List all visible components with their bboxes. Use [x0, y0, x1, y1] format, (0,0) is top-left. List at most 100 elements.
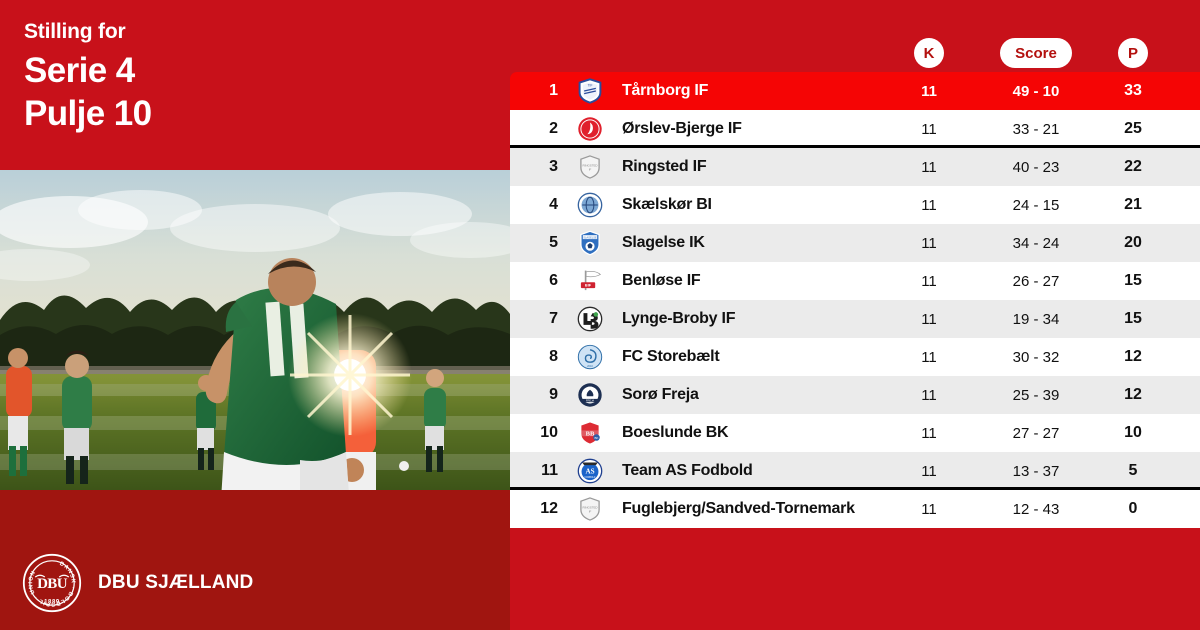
cell-score: 34 - 24	[1012, 234, 1060, 252]
cell-score: 24 - 15	[1012, 196, 1060, 214]
crest-boeslunde-bk-icon	[568, 420, 612, 446]
cell-points: 21	[1124, 196, 1142, 213]
cell-score: 25 - 39	[1012, 386, 1060, 404]
cell-matches: 11	[921, 386, 937, 404]
cell-team-name: Team AS Fodbold	[622, 462, 753, 479]
cell-team-name: Ørslev-Bjerge IF	[622, 120, 742, 137]
svg-text:DBU: DBU	[37, 576, 68, 592]
cell-points: 0	[1128, 500, 1138, 517]
cell-team-name: Ringsted IF	[622, 158, 707, 175]
cell-matches: 11	[921, 272, 937, 290]
crest-ringsted-if-icon	[568, 154, 612, 180]
crest-team-as-fodbold-icon	[568, 458, 612, 484]
cell-score: 13 - 37	[1012, 462, 1060, 480]
cell-score: 33 - 21	[1012, 120, 1060, 138]
table-row[interactable]: 2 Ørslev-Bjerge IF 11 33 - 21 25	[510, 110, 1200, 148]
cell-rank: 10	[540, 424, 558, 441]
table-row[interactable]: 8 FC Storebælt 11 30 - 32 12	[510, 338, 1200, 376]
cell-points: 10	[1124, 424, 1142, 441]
cell-team-name: Tårnborg IF	[622, 82, 709, 99]
cell-rank: 7	[549, 310, 558, 327]
cell-team-name: FC Storebælt	[622, 348, 720, 365]
cell-score: 27 - 27	[1012, 424, 1060, 442]
cell-rank: 4	[549, 196, 558, 213]
table-row[interactable]: 4 Skælskør BI 11 24 - 15 21	[510, 186, 1200, 224]
cell-matches: 11	[921, 310, 937, 328]
crest-skaelskor-bi-icon	[568, 192, 612, 218]
cell-score: 30 - 32	[1012, 348, 1060, 366]
crest-slagelse-ik-icon	[568, 230, 612, 256]
cell-points: 20	[1124, 234, 1142, 251]
cell-matches: 11	[921, 424, 937, 442]
page-title-pool: Pulje 10	[24, 93, 152, 133]
cell-matches: 11	[921, 348, 937, 366]
football-match-illustration	[0, 170, 510, 490]
cell-team-name: Boeslunde BK	[622, 424, 729, 441]
crest-taarnborg-if-icon	[568, 78, 612, 104]
cell-team-name: Slagelse IK	[622, 234, 705, 251]
table-row[interactable]: 7 Lynge-Broby IF 11 19 - 34 15	[510, 300, 1200, 338]
cell-points: 25	[1124, 120, 1142, 137]
cell-points: 12	[1124, 348, 1142, 365]
standings-table: K Score P 1 Tårnborg IF 11 49 - 10 33 2 Ørslev…	[510, 0, 1200, 630]
table-row[interactable]: 12 Fuglebjerg/Sandved-Tornemark 11 12 - 43 0	[510, 490, 1200, 528]
cell-team-name: Benløse IF	[622, 272, 701, 289]
crest-fuglebjerg-sandved-tornemark-icon	[568, 496, 612, 522]
cell-points: 33	[1124, 82, 1142, 99]
table-body: 1 Tårnborg IF 11 49 - 10 33 2 Ørslev-Bjerge IF…	[510, 72, 1200, 528]
hero-photo	[0, 170, 510, 490]
table-row[interactable]: 3 Ringsted IF 11 40 - 23 22	[510, 148, 1200, 186]
cell-score: 40 - 23	[1012, 158, 1060, 176]
cell-rank: 1	[549, 82, 558, 99]
brand-name: DBU SJÆLLAND	[98, 572, 254, 593]
crest-orslev-bjerge-if-icon	[568, 116, 612, 142]
column-header-points[interactable]: P	[1118, 38, 1148, 68]
cell-points: 12	[1124, 386, 1142, 403]
column-header-score[interactable]: Score	[1000, 38, 1072, 68]
cell-points: 15	[1124, 310, 1142, 327]
page-kicker: Stilling for	[24, 20, 126, 43]
cell-rank: 5	[549, 234, 558, 251]
crest-lynge-broby-if-icon	[568, 306, 612, 332]
cell-rank: 3	[549, 158, 558, 175]
footer-band	[0, 490, 510, 630]
headline-block: Stilling for Serie 4 Pulje 10	[24, 20, 484, 136]
cell-score: 12 - 43	[1012, 500, 1060, 518]
cell-matches: 11	[921, 82, 937, 100]
cell-team-name: Fuglebjerg/Sandved-Tornemark	[622, 500, 855, 517]
table-header: K Score P	[510, 0, 1200, 72]
table-row[interactable]: 10 Boeslunde BK 11 27 - 27 10	[510, 414, 1200, 452]
cell-points: 15	[1124, 272, 1142, 289]
cell-rank: 9	[549, 386, 558, 403]
cell-rank: 6	[549, 272, 558, 289]
cell-matches: 11	[921, 196, 937, 214]
cell-matches: 11	[921, 462, 937, 480]
svg-text:1889: 1889	[44, 599, 60, 605]
cell-rank: 8	[549, 348, 558, 365]
crest-benlose-if-icon	[568, 268, 612, 294]
cell-matches: 11	[921, 120, 937, 138]
table-row[interactable]: 11 Team AS Fodbold 11 13 - 37 5	[510, 452, 1200, 490]
cell-matches: 11	[921, 158, 937, 176]
cell-score: 19 - 34	[1012, 310, 1060, 328]
cell-team-name: Sorø Freja	[622, 386, 699, 403]
cell-team-name: Lynge-Broby IF	[622, 310, 736, 327]
cell-rank: 2	[549, 120, 558, 137]
footer-brand: DANSK · BOLDSPIL · UNION DBU 1889 DBU SJ…	[22, 553, 253, 613]
table-row[interactable]: 1 Tårnborg IF 11 49 - 10 33	[510, 72, 1200, 110]
cell-rank: 12	[540, 500, 558, 517]
column-header-matches[interactable]: K	[914, 38, 944, 68]
crest-fc-storebaelt-icon	[568, 344, 612, 370]
table-row[interactable]: 5 Slagelse IK 11 34 - 24 20	[510, 224, 1200, 262]
cell-rank: 11	[541, 462, 558, 479]
page-title-league: Serie 4	[24, 51, 135, 91]
cell-points: 22	[1124, 158, 1142, 175]
cell-matches: 11	[921, 500, 937, 518]
cell-matches: 11	[921, 234, 937, 252]
dbu-logo-icon: DANSK · BOLDSPIL · UNION DBU 1889	[22, 553, 82, 613]
cell-team-name: Skælskør BI	[622, 196, 712, 213]
table-row[interactable]: 9 Sorø Freja 11 25 - 39 12	[510, 376, 1200, 414]
crest-soro-freja-icon	[568, 382, 612, 408]
table-row[interactable]: 6 Benløse IF 11 26 - 27 15	[510, 262, 1200, 300]
left-panel: Stilling for Serie 4 Pulje 10	[0, 0, 510, 630]
